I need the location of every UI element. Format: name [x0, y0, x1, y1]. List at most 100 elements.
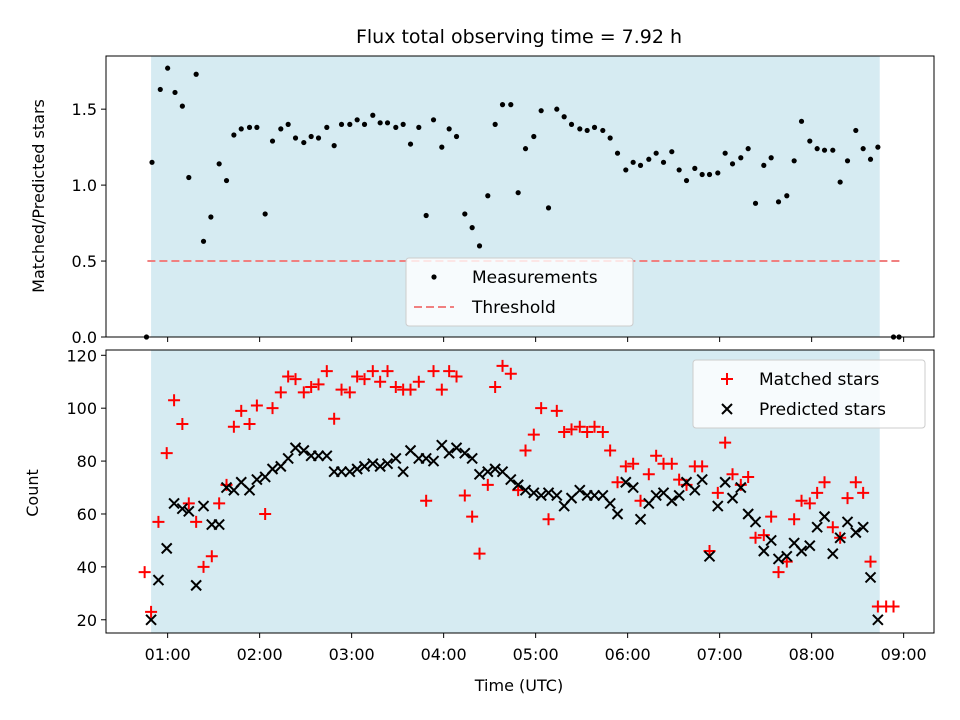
matched-star-point [213, 497, 226, 510]
matched-star-point [458, 489, 471, 502]
matched-star-point [749, 531, 762, 544]
predicted-star-point [197, 500, 210, 512]
matched-star-point [627, 457, 640, 470]
predicted-star-point [312, 450, 325, 462]
predicted-star-point [804, 540, 816, 552]
matched-star-point [160, 447, 173, 460]
predicted-star-point [381, 458, 394, 470]
measurement-point [837, 179, 843, 185]
predicted-star-point [872, 614, 884, 626]
x-tick-label: 08:00 [789, 645, 835, 664]
predicted-stars-points [145, 439, 884, 626]
matched-star-point [558, 425, 571, 438]
matched-star-point [266, 402, 279, 415]
matched-star-point [282, 370, 295, 383]
matched-star-point [611, 476, 624, 489]
measurement-point [172, 89, 178, 96]
predicted-star-point [611, 508, 624, 520]
measurement-point [867, 156, 874, 162]
measurement-point [699, 171, 705, 178]
count-panel: 20 40 60 80 100 120 01:00 02:00 03:00 04:00 05:00… [23, 346, 935, 695]
legend-measurements-label: Measurements [472, 268, 598, 288]
predicted-star-point [834, 532, 846, 544]
matched-star-point [496, 359, 509, 372]
predicted-star-point [827, 547, 839, 560]
predicted-star-point [427, 455, 440, 467]
matched-star-point [542, 513, 555, 526]
ratio-y-axis-label: Matched/Predicted stars [29, 99, 48, 293]
ratio-y-tick-label: 0.0 [72, 328, 97, 347]
legend-predicted-label: Predicted stars [759, 400, 886, 420]
measurement-point [722, 150, 728, 156]
matched-star-point [138, 566, 151, 579]
measurement-point [768, 155, 774, 161]
measurement-point [476, 243, 483, 249]
count-y-tick-label: 80 [77, 452, 97, 471]
predicted-star-point [420, 452, 432, 465]
matched-star-point [588, 420, 601, 433]
measurement-point [223, 177, 230, 184]
predicted-star-point [335, 465, 348, 478]
matched-star-point [289, 373, 302, 386]
matched-star-point [864, 555, 877, 568]
predicted-star-point [696, 473, 708, 486]
measurement-point [301, 139, 307, 146]
matched-star-point [435, 383, 448, 396]
measurement-point [830, 147, 836, 153]
predicted-star-point [864, 571, 877, 584]
measurement-point [745, 146, 751, 152]
measurement-point [568, 121, 575, 127]
x-tick-label: 07:00 [697, 645, 743, 664]
predicted-star-point [397, 465, 409, 478]
matched-star-point [841, 492, 854, 505]
measurement-point [814, 146, 820, 152]
matched-star-point [259, 507, 272, 520]
measurement-point [715, 170, 721, 176]
measurement-point [370, 112, 376, 118]
measurement-point [407, 141, 414, 147]
measurement-point [439, 144, 445, 150]
ratio-panel-frame [105, 55, 935, 338]
predicted-star-point [358, 460, 371, 473]
predicted-star-point [505, 473, 517, 486]
measurement-point [446, 126, 452, 132]
matched-star-point [887, 600, 900, 613]
predicted-star-point [443, 447, 455, 459]
measurement-point [653, 150, 659, 156]
matched-star-point [235, 404, 248, 417]
measurement-point [430, 117, 437, 123]
matched-star-point [765, 510, 778, 523]
predicted-star-point [473, 468, 486, 481]
matched-star-point [642, 468, 655, 481]
ratio-legend-box [405, 257, 634, 327]
measurement-point [254, 124, 260, 130]
predicted-star-point [168, 497, 180, 510]
matched-star-point [305, 381, 318, 394]
measurement-point [538, 108, 544, 114]
predicted-star-point [735, 481, 747, 494]
legend-matched-marker [721, 373, 733, 385]
legend-matched-label: Matched stars [759, 370, 879, 390]
predicted-star-point [588, 489, 601, 502]
count-x-ticks: 01:00 02:00 03:00 04:00 05:00 06:00 07:00 08:00… [145, 633, 927, 664]
count-y-ticks: 20 40 60 80 100 120 [66, 346, 106, 630]
measurement-point [149, 159, 155, 165]
predicted-star-point [289, 442, 302, 454]
matched-star-point [190, 515, 203, 528]
matched-star-point [849, 476, 862, 489]
predicted-star-point [528, 487, 540, 499]
measurement-point [676, 167, 682, 173]
ratio-x-ticks [167, 337, 905, 342]
measurement-point [860, 146, 866, 152]
ratio-y-tick-label: 1.0 [72, 176, 97, 195]
measurement-point [423, 212, 429, 219]
predicted-star-point [390, 452, 402, 465]
predicted-star-point [466, 452, 478, 465]
ratio-y-tick-label: 0.5 [72, 252, 97, 271]
measurement-point [285, 121, 291, 127]
predicted-star-point [542, 487, 555, 499]
matched-star-point [826, 521, 839, 534]
matched-star-point [726, 468, 739, 481]
predicted-star-point [367, 458, 379, 470]
